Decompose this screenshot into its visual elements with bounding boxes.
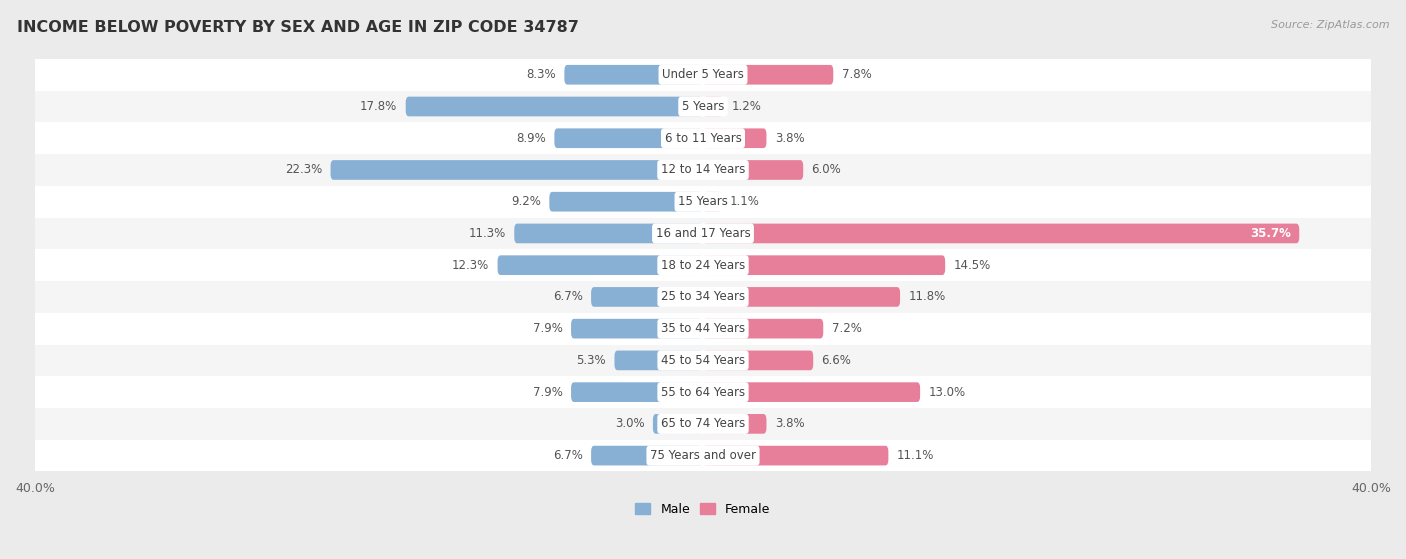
FancyBboxPatch shape [515,224,703,243]
Text: Source: ZipAtlas.com: Source: ZipAtlas.com [1271,20,1389,30]
FancyBboxPatch shape [35,376,1371,408]
FancyBboxPatch shape [703,129,766,148]
Text: 35 to 44 Years: 35 to 44 Years [661,322,745,335]
FancyBboxPatch shape [614,350,703,370]
Text: 22.3%: 22.3% [285,163,322,177]
FancyBboxPatch shape [703,160,803,180]
Text: 12 to 14 Years: 12 to 14 Years [661,163,745,177]
Text: 11.8%: 11.8% [908,291,946,304]
FancyBboxPatch shape [35,59,1371,91]
FancyBboxPatch shape [35,408,1371,440]
FancyBboxPatch shape [571,319,703,339]
FancyBboxPatch shape [703,350,813,370]
FancyBboxPatch shape [406,97,703,116]
Text: 6.6%: 6.6% [821,354,852,367]
Text: 7.2%: 7.2% [831,322,862,335]
FancyBboxPatch shape [652,414,703,434]
FancyBboxPatch shape [703,319,824,339]
Text: 14.5%: 14.5% [953,259,991,272]
Text: 12.3%: 12.3% [451,259,489,272]
FancyBboxPatch shape [498,255,703,275]
Text: 9.2%: 9.2% [512,195,541,208]
FancyBboxPatch shape [703,97,723,116]
Text: INCOME BELOW POVERTY BY SEX AND AGE IN ZIP CODE 34787: INCOME BELOW POVERTY BY SEX AND AGE IN Z… [17,20,579,35]
FancyBboxPatch shape [35,344,1371,376]
Text: 18 to 24 Years: 18 to 24 Years [661,259,745,272]
FancyBboxPatch shape [703,224,1299,243]
Text: 13.0%: 13.0% [928,386,966,399]
FancyBboxPatch shape [35,281,1371,313]
Text: 17.8%: 17.8% [360,100,398,113]
Text: 3.0%: 3.0% [614,418,644,430]
Text: 15 Years: 15 Years [678,195,728,208]
Text: 16 and 17 Years: 16 and 17 Years [655,227,751,240]
FancyBboxPatch shape [703,382,920,402]
Text: 11.1%: 11.1% [897,449,934,462]
Text: 8.3%: 8.3% [526,68,555,81]
FancyBboxPatch shape [571,382,703,402]
FancyBboxPatch shape [35,249,1371,281]
Text: 25 to 34 Years: 25 to 34 Years [661,291,745,304]
FancyBboxPatch shape [35,154,1371,186]
FancyBboxPatch shape [35,313,1371,344]
Text: 45 to 54 Years: 45 to 54 Years [661,354,745,367]
FancyBboxPatch shape [35,186,1371,217]
FancyBboxPatch shape [330,160,703,180]
FancyBboxPatch shape [35,122,1371,154]
Text: 3.8%: 3.8% [775,418,804,430]
Legend: Male, Female: Male, Female [630,498,776,520]
Text: 7.9%: 7.9% [533,386,562,399]
Text: 8.9%: 8.9% [516,132,546,145]
Text: 6.7%: 6.7% [553,449,582,462]
Text: 1.1%: 1.1% [730,195,759,208]
FancyBboxPatch shape [554,129,703,148]
FancyBboxPatch shape [35,91,1371,122]
Text: 6 to 11 Years: 6 to 11 Years [665,132,741,145]
FancyBboxPatch shape [703,414,766,434]
Text: 65 to 74 Years: 65 to 74 Years [661,418,745,430]
FancyBboxPatch shape [703,65,834,84]
Text: 11.3%: 11.3% [468,227,506,240]
FancyBboxPatch shape [35,217,1371,249]
FancyBboxPatch shape [703,446,889,466]
FancyBboxPatch shape [591,287,703,307]
Text: 1.2%: 1.2% [731,100,761,113]
Text: 75 Years and over: 75 Years and over [650,449,756,462]
FancyBboxPatch shape [703,192,721,211]
FancyBboxPatch shape [703,287,900,307]
Text: 7.8%: 7.8% [842,68,872,81]
FancyBboxPatch shape [550,192,703,211]
Text: Under 5 Years: Under 5 Years [662,68,744,81]
Text: 6.7%: 6.7% [553,291,582,304]
Text: 3.8%: 3.8% [775,132,804,145]
FancyBboxPatch shape [564,65,703,84]
Text: 6.0%: 6.0% [811,163,841,177]
Text: 55 to 64 Years: 55 to 64 Years [661,386,745,399]
Text: 5.3%: 5.3% [576,354,606,367]
Text: 35.7%: 35.7% [1250,227,1291,240]
Text: 5 Years: 5 Years [682,100,724,113]
FancyBboxPatch shape [703,255,945,275]
Text: 7.9%: 7.9% [533,322,562,335]
FancyBboxPatch shape [35,440,1371,471]
FancyBboxPatch shape [591,446,703,466]
